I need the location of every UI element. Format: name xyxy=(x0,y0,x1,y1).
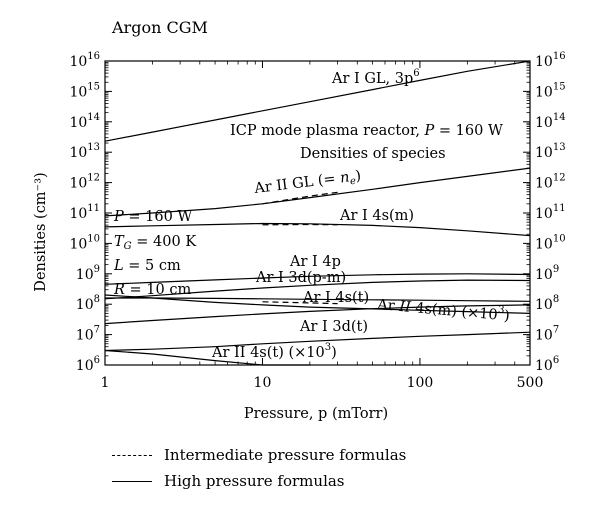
label-ar2-4s-t: Ar II 4s(t) (×103) xyxy=(211,342,337,361)
legend-item-high: High pressure formulas xyxy=(112,472,345,490)
legend-label-intermediate: Intermediate pressure formulas xyxy=(164,446,407,464)
x-tick-label: 500 xyxy=(517,375,544,391)
label-ar-4s-m: Ar I 4s(m) xyxy=(339,208,414,224)
series-line-9 xyxy=(105,297,531,302)
y-tick-label: 106 xyxy=(76,355,100,374)
series-line-3 xyxy=(104,222,531,237)
y-tick-label-right: 1011 xyxy=(535,203,566,222)
param-power: P = 160 W xyxy=(113,209,192,225)
label-densities-of-species: Densities of species xyxy=(300,146,446,162)
y-tick-label-right: 1013 xyxy=(535,142,566,161)
label-ar-4s-t: Ar I 4s(t) xyxy=(302,290,369,306)
legend-swatch-dashed xyxy=(112,454,152,456)
x-tick-label: 1 xyxy=(101,375,110,391)
y-tick-label: 108 xyxy=(76,294,100,313)
series-line-5 xyxy=(104,273,531,285)
y-tick-label: 1011 xyxy=(69,203,100,222)
label-ar-4p: Ar I 4p xyxy=(289,254,341,270)
label-ar2-gl: Ar II GL (= ne) xyxy=(253,168,363,199)
y-axis-label: Densities (cm⁻³) xyxy=(33,172,49,291)
y-tick-label: 1015 xyxy=(69,81,100,100)
y-tick-label-right: 1016 xyxy=(535,51,566,70)
series-line-8 xyxy=(262,301,338,305)
y-tick-label-right: 1014 xyxy=(535,112,566,131)
y-tick-label-right: 109 xyxy=(535,264,559,283)
y-tick-label-right: 106 xyxy=(535,355,559,374)
series-line-11 xyxy=(104,331,531,352)
y-tick-label: 107 xyxy=(76,325,100,344)
x-axis-label: Pressure, p (mTorr) xyxy=(244,406,388,422)
series-line-1 xyxy=(104,167,531,217)
label-ar-3d-pm: Ar I 3d(p-m) xyxy=(255,270,346,286)
y-tick-label: 1016 xyxy=(69,51,100,70)
param-gas-temperature: TG = 400 K xyxy=(114,234,197,252)
legend-swatch-solid xyxy=(112,480,152,482)
param-length: L = 5 cm xyxy=(113,258,181,274)
label-ar2-4s-m: Ar II 4s(m) (×103) xyxy=(376,294,511,325)
y-tick-label: 1010 xyxy=(69,233,100,252)
y-tick-label-right: 108 xyxy=(535,294,559,313)
series-line-10 xyxy=(104,304,531,325)
y-tick-label: 109 xyxy=(76,264,100,283)
figure-title: Argon CGM xyxy=(112,18,208,37)
y-tick-label: 1012 xyxy=(69,173,100,192)
y-tick-label-right: 1015 xyxy=(535,81,566,100)
legend-item-intermediate: Intermediate pressure formulas xyxy=(112,446,406,464)
y-tick-label: 1014 xyxy=(69,112,100,131)
label-ar-gl: Ar I GL, 3p6 xyxy=(331,68,420,87)
label-ar-3d-t: Ar I 3d(t) xyxy=(299,319,368,335)
param-radius: R = 10 cm xyxy=(113,282,191,298)
y-tick-label-right: 107 xyxy=(535,325,559,344)
y-tick-label-right: 1012 xyxy=(535,173,566,192)
y-tick-label-right: 1010 xyxy=(535,233,566,252)
series-line-7 xyxy=(104,294,531,314)
legend-label-high: High pressure formulas xyxy=(164,472,345,490)
series-line-6 xyxy=(104,279,531,300)
x-tick-label: 100 xyxy=(407,375,434,391)
series-line-0 xyxy=(104,60,531,142)
series-line-12 xyxy=(104,349,310,366)
label-icp-mode: ICP mode plasma reactor, P = 160 W xyxy=(230,123,503,139)
x-tick-label: 10 xyxy=(254,375,272,391)
y-tick-label: 1013 xyxy=(69,142,100,161)
